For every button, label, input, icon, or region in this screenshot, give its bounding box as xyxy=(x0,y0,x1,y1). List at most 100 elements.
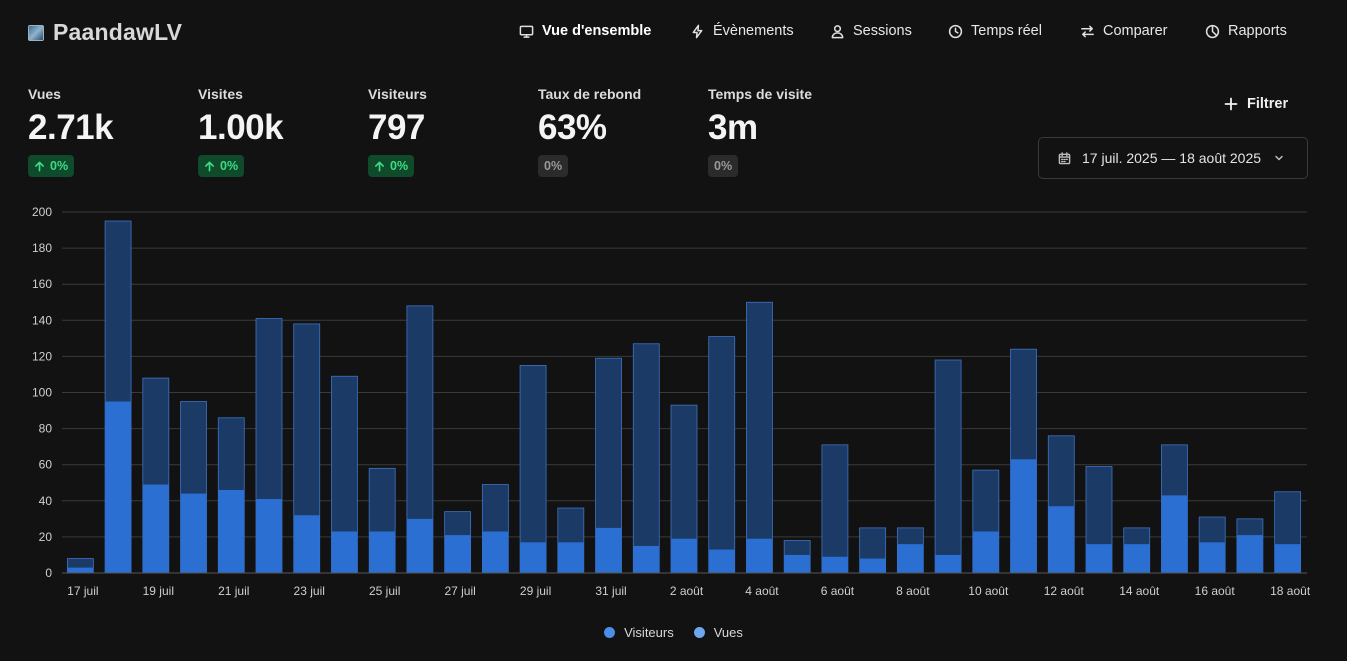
bar-visiteurs[interactable] xyxy=(180,493,207,573)
change-badge: 0% xyxy=(538,155,569,177)
legend-label: Visiteurs xyxy=(624,625,674,640)
bar-vues[interactable] xyxy=(934,359,962,574)
x-tick-label: 31 juil xyxy=(595,584,626,598)
bar-visiteurs[interactable] xyxy=(1199,542,1226,573)
bar-visiteurs[interactable] xyxy=(821,556,848,573)
legend-item-views[interactable]: Vues xyxy=(693,625,743,640)
metric-views[interactable]: Vues 2.71k 0% xyxy=(28,86,114,177)
bar-visiteurs[interactable] xyxy=(784,554,811,573)
bar-visiteurs[interactable] xyxy=(1123,544,1150,573)
bar-visiteurs[interactable] xyxy=(293,515,320,573)
bar-vues[interactable] xyxy=(519,365,547,574)
bar-visiteurs[interactable] xyxy=(406,518,433,573)
x-tick-label: 12 août xyxy=(1044,584,1085,598)
bar-visiteurs[interactable] xyxy=(897,544,924,573)
y-tick-label: 160 xyxy=(32,277,52,291)
x-tick-label: 18 août xyxy=(1270,584,1311,598)
metric-bounce-rate[interactable]: Taux de rebond 63% 0% xyxy=(538,86,641,177)
monitor-icon xyxy=(519,25,534,38)
bar-visiteurs[interactable] xyxy=(935,554,962,573)
nav-item-sessions[interactable]: Sessions xyxy=(830,23,912,39)
legend-dot xyxy=(604,627,616,638)
filter-label: Filtrer xyxy=(1247,96,1289,112)
y-tick-label: 60 xyxy=(39,458,53,472)
bar-visiteurs[interactable] xyxy=(671,538,697,573)
bar-visiteurs[interactable] xyxy=(1236,535,1263,573)
bar-visiteurs[interactable] xyxy=(972,531,999,573)
bar-vues[interactable] xyxy=(632,343,660,574)
y-tick-label: 0 xyxy=(45,566,52,580)
clock-icon xyxy=(948,24,963,38)
y-tick-label: 100 xyxy=(32,386,52,400)
bar-vues[interactable] xyxy=(708,336,736,574)
bar-visiteurs[interactable] xyxy=(1086,544,1112,573)
bar-visiteurs[interactable] xyxy=(444,535,471,573)
bar-visiteurs[interactable] xyxy=(142,484,169,573)
y-tick-label: 200 xyxy=(32,205,52,219)
metric-label: Taux de rebond xyxy=(538,86,642,102)
metric-value: 3m xyxy=(708,108,758,147)
chevron-down-icon xyxy=(1275,155,1283,161)
bar-visiteurs[interactable] xyxy=(369,531,396,573)
change-badge: 0% xyxy=(28,155,75,177)
brand-logo-icon xyxy=(28,24,44,41)
swap-icon xyxy=(1081,25,1094,37)
y-tick-label: 140 xyxy=(32,313,52,327)
metric-visit-duration[interactable]: Temps de visite 3m 0% xyxy=(708,86,812,177)
bar-visiteurs[interactable] xyxy=(595,527,622,573)
chart-legend: Visiteurs Vues xyxy=(0,625,1347,640)
bar-visiteurs[interactable] xyxy=(256,498,282,573)
bar-visiteurs[interactable] xyxy=(218,489,245,573)
metric-visitors[interactable]: Visiteurs 797 0% xyxy=(368,86,427,177)
metric-label: Visites xyxy=(198,86,243,102)
x-tick-label: 25 juil xyxy=(369,584,400,598)
nav-item-label: Comparer xyxy=(1103,23,1168,39)
bar-visiteurs[interactable] xyxy=(67,567,94,573)
nav-item-overview[interactable]: Vue d'ensemble xyxy=(519,23,651,39)
bar-vues[interactable] xyxy=(746,301,773,574)
bar-visiteurs[interactable] xyxy=(482,531,509,573)
bar-visiteurs[interactable] xyxy=(105,401,132,573)
nav-item-label: Vue d'ensemble xyxy=(542,23,652,39)
y-tick-label: 20 xyxy=(39,530,53,544)
bar-visiteurs[interactable] xyxy=(1048,506,1075,573)
bar-visiteurs[interactable] xyxy=(1274,544,1301,573)
bar-visiteurs[interactable] xyxy=(1010,459,1037,573)
x-tick-label: 29 juil xyxy=(520,584,551,598)
nav-item-label: Temps réel xyxy=(971,23,1042,39)
lightning-icon xyxy=(692,24,703,38)
change-badge: 0% xyxy=(708,155,739,177)
nav-item-events[interactable]: Évènements xyxy=(690,23,794,39)
bar-vues[interactable] xyxy=(821,444,849,574)
x-tick-label: 6 août xyxy=(821,584,855,598)
legend-item-visitors[interactable]: Visiteurs xyxy=(604,625,674,640)
brand[interactable]: PaandawLV xyxy=(28,19,182,46)
bar-visiteurs[interactable] xyxy=(1161,495,1188,573)
bar-visiteurs[interactable] xyxy=(331,531,358,573)
bar-visiteurs[interactable] xyxy=(859,558,886,573)
x-tick-label: 19 juil xyxy=(143,584,174,598)
nav-item-reports[interactable]: Rapports xyxy=(1205,23,1287,39)
date-range-picker[interactable]: 17 juil. 2025 — 18 août 2025 xyxy=(1038,137,1308,179)
bar-visiteurs[interactable] xyxy=(633,545,660,573)
bar-visiteurs[interactable] xyxy=(557,542,584,573)
filter-button[interactable]: Filtrer xyxy=(1224,96,1288,112)
x-tick-label: 23 juil xyxy=(294,584,325,598)
x-tick-label: 4 août xyxy=(745,584,779,598)
bar-chart: 0 20 40 60 80 100 120 140 160 180 200 17 juil 19 jui… xyxy=(32,205,1311,598)
metric-visits[interactable]: Visites 1.00k 0% xyxy=(198,86,284,177)
change-value: 0% xyxy=(220,159,239,173)
metric-value: 63% xyxy=(538,108,607,147)
bar-visiteurs[interactable] xyxy=(708,549,735,573)
top-bar: PaandawLV Vue d'ensemble Évènements Sess… xyxy=(0,0,1347,64)
nav-item-compare[interactable]: Comparer xyxy=(1080,23,1167,39)
calendar-icon xyxy=(1058,151,1071,164)
date-range-label: 17 juil. 2025 — 18 août 2025 xyxy=(1082,150,1262,166)
change-value: 0% xyxy=(50,159,69,173)
bar-visiteurs[interactable] xyxy=(520,542,547,573)
x-tick-label: 2 août xyxy=(670,584,704,598)
metric-label: Temps de visite xyxy=(708,86,813,102)
nav-item-realtime[interactable]: Temps réel xyxy=(948,23,1042,39)
bar-visiteurs[interactable] xyxy=(746,538,773,573)
user-icon xyxy=(831,24,844,38)
